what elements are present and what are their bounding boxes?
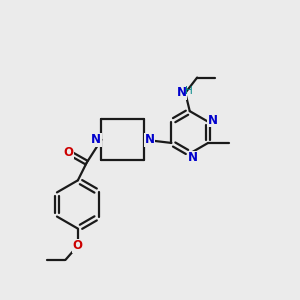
Text: N: N bbox=[177, 86, 187, 99]
Text: O: O bbox=[63, 146, 74, 159]
Text: N: N bbox=[188, 152, 198, 164]
Text: H: H bbox=[185, 85, 193, 95]
Text: N: N bbox=[91, 133, 101, 146]
Text: O: O bbox=[73, 239, 83, 252]
Text: N: N bbox=[208, 114, 218, 127]
Text: N: N bbox=[144, 133, 154, 146]
